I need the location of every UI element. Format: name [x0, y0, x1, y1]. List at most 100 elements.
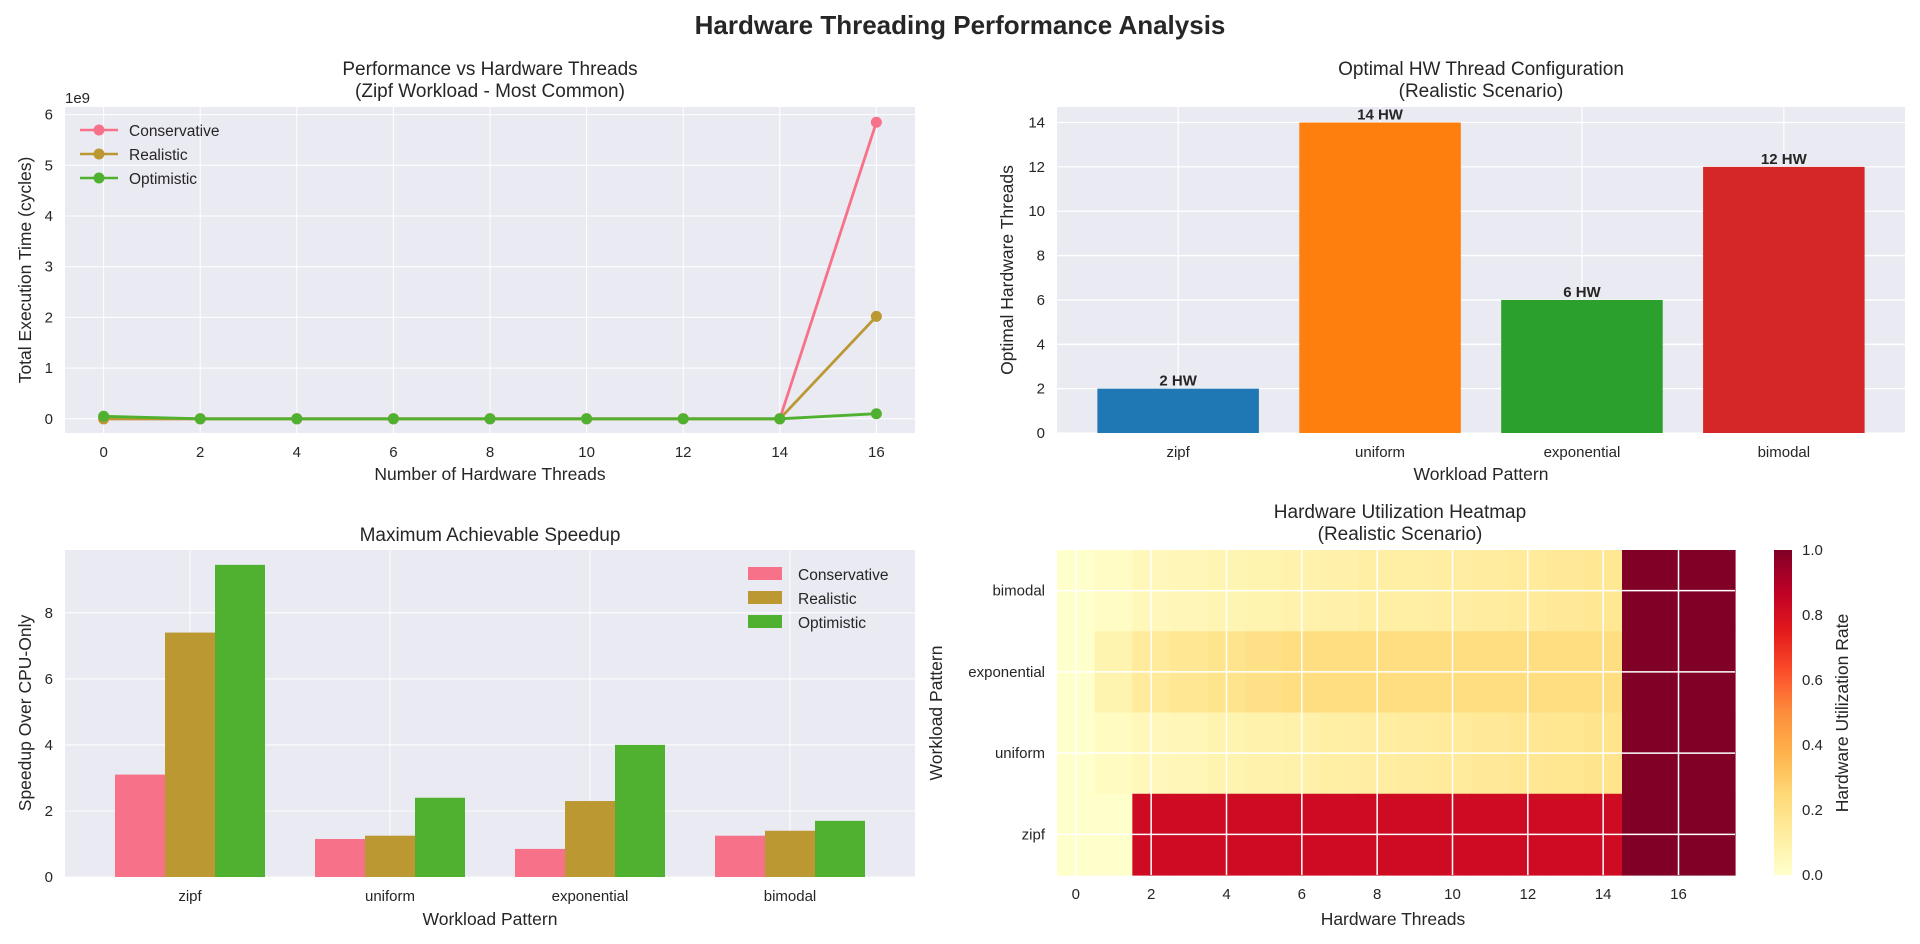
legend-swatch-conservative	[748, 567, 782, 580]
colorbar-tick-label: 0.6	[1802, 672, 1823, 689]
data-point-optimistic	[870, 408, 882, 420]
bar-optimistic-zipf	[215, 564, 265, 877]
optimal-threads-y-tick-label: 4	[1037, 336, 1045, 353]
legend-marker-conservative	[93, 124, 105, 136]
line-chart-x-tick-label: 4	[293, 444, 301, 461]
bar-conservative-bimodal	[715, 835, 765, 877]
heatmap-x-tick-label: 0	[1072, 886, 1080, 903]
heatmap-ticks: bimodal exponential uniform zipf 0 2 4 6 8 10 12 14…	[968, 583, 1687, 903]
line-chart-xlabel: Number of Hardware Threads	[374, 464, 605, 484]
data-point-optimistic	[581, 413, 593, 425]
heatmap-cells	[1057, 550, 1736, 876]
optimal-threads-x-tick-label: bimodal	[1758, 444, 1811, 461]
line-chart-title: Performance vs Hardware Threads	[342, 59, 637, 80]
colorbar	[1774, 550, 1792, 875]
colorbar-tick-label: 1.0	[1802, 542, 1823, 559]
legend-label-realistic: Realistic	[798, 591, 857, 608]
optimal-threads-y-tick-label: 10	[1028, 203, 1045, 220]
optimal-threads-marks: 2 HW 14 HW 6 HW 12 HW	[1097, 107, 1865, 434]
colorbar-ticks: 0.0 0.2 0.4 0.6 0.8 1.0	[1802, 542, 1823, 884]
heatmap-panel: bimodal exponential uniform zipf 0 2 4 6 8 10 12 14…	[926, 502, 1852, 929]
optimal-threads-ylabel: Optimal Hardware Threads	[997, 165, 1017, 375]
speedup-y-tick-label: 8	[45, 605, 53, 622]
heatmap-grid	[1057, 550, 1735, 875]
bar-value-label: 12 HW	[1761, 151, 1808, 168]
heatmap-x-tick-label: 6	[1298, 886, 1306, 903]
line-chart-y-tick-label: 2	[45, 309, 53, 326]
line-chart-x-tick-label: 8	[486, 444, 494, 461]
speedup-x-tick-label: exponential	[552, 888, 629, 905]
bar-value-label: 14 HW	[1357, 107, 1404, 124]
speedup-panel: 0 2 4 6 8 zipf uniform exponential bimodal Maxim…	[15, 525, 915, 929]
bar-realistic-uniform	[365, 835, 415, 877]
line-chart-y-tick-label: 0	[45, 411, 53, 428]
colorbar-tick-label: 0.4	[1802, 737, 1823, 754]
bar-optimistic-bimodal	[815, 820, 865, 877]
heatmap-x-tick-label: 4	[1222, 886, 1230, 903]
optimal-threads-x-tick-label: uniform	[1355, 444, 1405, 461]
optimal-threads-y-tick-label: 12	[1028, 159, 1045, 176]
legend-marker-realistic	[93, 148, 105, 160]
data-point-optimistic	[484, 413, 496, 425]
speedup-x-tick-label: uniform	[365, 888, 415, 905]
bar-optimistic-uniform	[415, 797, 465, 877]
speedup-y-tick-label: 2	[45, 803, 53, 820]
data-point-optimistic	[98, 410, 110, 422]
heatmap-y-tick-label: zipf	[1022, 826, 1046, 843]
bar-value-label: 6 HW	[1563, 284, 1601, 301]
optimal-threads-y-tick-label: 14	[1028, 115, 1045, 132]
heatmap-title: Hardware Utilization Heatmap	[1274, 502, 1526, 523]
speedup-legend: Conservative Realistic Optimistic	[748, 567, 888, 632]
colorbar-tick-label: 0.0	[1802, 867, 1823, 884]
line-chart-subtitle: (Zipf Workload - Most Common)	[355, 81, 625, 102]
line-chart-x-tick-label: 2	[196, 444, 204, 461]
heatmap-y-tick-label: bimodal	[992, 583, 1045, 600]
speedup-x-tick-label: bimodal	[764, 888, 817, 905]
heatmap-x-tick-label: 10	[1444, 886, 1461, 903]
bar-zipf	[1097, 388, 1259, 433]
data-point-realistic	[870, 310, 882, 322]
data-point-optimistic	[677, 413, 689, 425]
heatmap-xlabel: Hardware Threads	[1321, 909, 1466, 929]
colorbar-tick-label: 0.8	[1802, 607, 1823, 624]
line-chart-marks	[98, 116, 882, 425]
line-chart-y-tick-label: 6	[45, 107, 53, 124]
optimal-threads-xlabel: Workload Pattern	[1414, 464, 1549, 484]
bar-exponential	[1501, 299, 1663, 433]
bar-conservative-exponential	[515, 848, 565, 877]
heatmap-x-tick-label: 8	[1373, 886, 1381, 903]
line-chart-x-tick-label: 6	[389, 444, 397, 461]
heatmap-x-tick-label: 16	[1670, 886, 1687, 903]
line-chart-y-multiplier: 1e9	[65, 90, 90, 107]
figure-title: Hardware Threading Performance Analysis	[695, 10, 1226, 40]
speedup-x-tick-label: zipf	[178, 888, 202, 905]
optimal-threads-x-tick-label: exponential	[1544, 444, 1621, 461]
bar-optimistic-exponential	[615, 744, 665, 877]
bar-uniform	[1299, 122, 1461, 434]
legend-marker-optimistic	[93, 172, 105, 184]
bar-realistic-zipf	[165, 632, 215, 877]
speedup-marks	[115, 564, 865, 877]
bar-conservative-zipf	[115, 774, 165, 877]
legend-label-optimistic: Optimistic	[798, 615, 866, 632]
line-chart-ylabel: Total Execution Time (cycles)	[15, 157, 35, 384]
line-chart-x-tick-label: 14	[771, 444, 788, 461]
data-point-conservative	[870, 116, 882, 128]
heatmap-ylabel: Workload Pattern	[926, 646, 946, 781]
bar-realistic-bimodal	[765, 830, 815, 877]
speedup-y-tick-label: 6	[45, 671, 53, 688]
legend-swatch-optimistic	[748, 615, 782, 628]
optimal-threads-y-tick-label: 0	[1037, 425, 1045, 442]
heatmap-x-tick-label: 2	[1147, 886, 1155, 903]
heatmap-y-tick-label: exponential	[968, 664, 1045, 681]
legend-label-optimistic: Optimistic	[129, 171, 197, 188]
bar-realistic-exponential	[565, 801, 615, 877]
speedup-ylabel: Speedup Over CPU-Only	[15, 615, 35, 812]
optimal-threads-y-tick-label: 8	[1037, 248, 1045, 265]
bar-bimodal	[1703, 166, 1865, 433]
colorbar-tick-label: 0.2	[1802, 802, 1823, 819]
speedup-y-tick-label: 0	[45, 869, 53, 886]
